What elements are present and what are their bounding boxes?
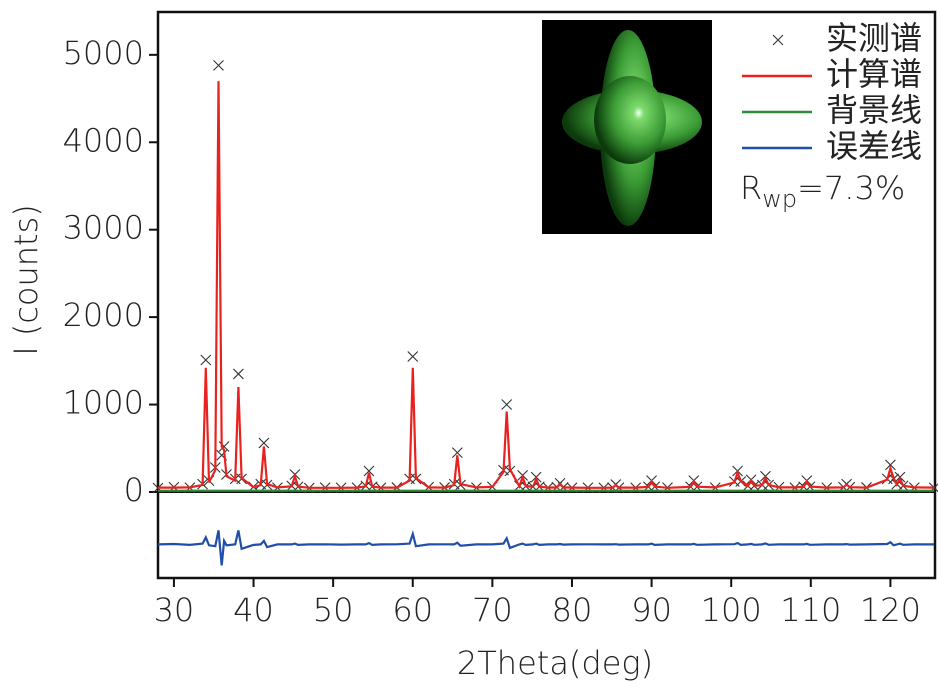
- plot-frame: [156, 10, 937, 580]
- y-axis-title: I (counts): [7, 204, 45, 356]
- observed-point: [213, 59, 224, 71]
- observed-point: [200, 354, 212, 366]
- y-tick-label: 4000: [63, 121, 144, 159]
- series-line: [157, 529, 935, 566]
- legend-label: 计算谱: [826, 55, 922, 93]
- y-tick-label: 1000: [63, 384, 144, 422]
- x-tick-label: 100: [701, 591, 762, 629]
- observed-point: [885, 459, 896, 471]
- x-tick-label: 40: [233, 591, 274, 629]
- x-axis-title: 2Theta(deg): [457, 644, 653, 682]
- observed-point: [451, 447, 463, 459]
- observed-point: [363, 465, 375, 477]
- x-tick-label: 90: [631, 591, 672, 629]
- y-tick-label: 0: [124, 471, 144, 509]
- x-tick-label: 110: [780, 591, 841, 629]
- y-tick-label: 2000: [63, 296, 144, 334]
- observed-point: [258, 437, 270, 449]
- annotation: Rwp=7.3%: [740, 169, 905, 213]
- x-tick-label: 80: [552, 591, 593, 629]
- y-tick-label: 3000: [63, 209, 144, 247]
- series-line: [158, 81, 935, 489]
- observed-point: [407, 351, 419, 362]
- y-tick-label: 5000: [63, 34, 144, 72]
- legend-label: 实测谱: [826, 19, 922, 57]
- x-tick-label: 70: [472, 591, 513, 629]
- x-tick-label: 50: [313, 591, 354, 629]
- legend-label: 背景线: [826, 91, 922, 129]
- x-tick-label: 30: [154, 591, 195, 629]
- observed-point: [233, 368, 244, 380]
- x-tick-label: 120: [860, 591, 921, 629]
- annotation-rest: =7.3%: [797, 169, 905, 207]
- observed-point: [501, 399, 513, 410]
- inset-image: [542, 20, 712, 234]
- legend-label: 误差线: [826, 127, 922, 165]
- annotation-sub: wp: [762, 185, 797, 213]
- x-tick-label: 60: [392, 591, 433, 629]
- legend-marker: [772, 34, 784, 46]
- annotation-main: R: [740, 169, 762, 207]
